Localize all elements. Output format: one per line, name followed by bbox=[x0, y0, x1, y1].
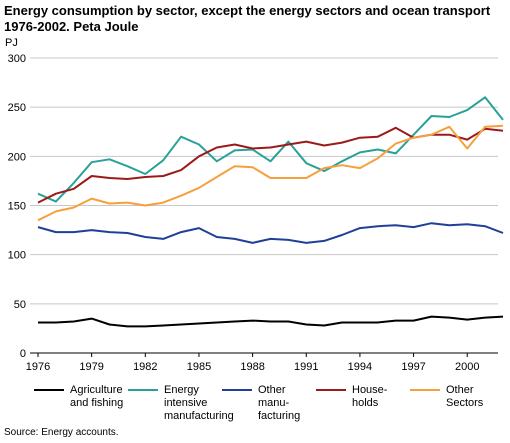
x-tick-label: 1979 bbox=[79, 361, 103, 373]
line-chart: 0 50 100 150 200 250 300 1976 1979 1982 1985 1988 19… bbox=[8, 53, 504, 373]
y-axis-unit-label: PJ bbox=[5, 37, 18, 49]
legend-label: Agriculture and fishing bbox=[70, 384, 124, 409]
legend-swatch bbox=[410, 389, 440, 391]
gridlines bbox=[30, 57, 498, 305]
x-tick-label: 1988 bbox=[240, 361, 264, 373]
y-tick-label: 50 bbox=[14, 299, 26, 311]
chart-title: Energy consumption by sector, except the… bbox=[4, 3, 508, 35]
series-line-energy_intensive bbox=[37, 96, 504, 203]
source-note: Source: Energy accounts. bbox=[4, 427, 119, 438]
legend-swatch bbox=[222, 389, 252, 391]
series-line-other_sectors bbox=[37, 124, 504, 222]
legend: Agriculture and fishing Energy intensive … bbox=[34, 384, 508, 422]
y-tick-label: 150 bbox=[8, 201, 26, 213]
legend-label: House- holds bbox=[352, 384, 388, 409]
y-tick-label: 0 bbox=[20, 348, 26, 360]
series-line-agriculture bbox=[38, 315, 504, 328]
chart-title-line-2: 1976-2002. Peta Joule bbox=[4, 19, 139, 34]
legend-swatch bbox=[128, 389, 158, 391]
series-line-other_manufacturing bbox=[37, 222, 504, 244]
series-lines bbox=[37, 96, 504, 328]
y-tick-label: 200 bbox=[8, 151, 26, 163]
y-tick-label: 100 bbox=[8, 250, 26, 262]
legend-swatch bbox=[316, 389, 346, 391]
series-line-households bbox=[37, 126, 504, 204]
x-tick-label: 2000 bbox=[455, 361, 479, 373]
x-tick-label: 1994 bbox=[348, 361, 372, 373]
axes: 0 50 100 150 200 250 300 1976 1979 1982 1985 1988 19… bbox=[8, 53, 498, 373]
y-tick-label: 300 bbox=[8, 53, 26, 65]
legend-swatch bbox=[34, 389, 64, 391]
y-tick-label: 250 bbox=[8, 102, 26, 114]
x-tick-label: 1997 bbox=[401, 361, 425, 373]
x-tick-label: 1982 bbox=[133, 361, 157, 373]
x-tick-label: 1985 bbox=[187, 361, 211, 373]
chart-title-line-1: Energy consumption by sector, except the… bbox=[4, 3, 491, 18]
legend-label: Other Sectors bbox=[446, 384, 484, 409]
x-tick-label: 1976 bbox=[26, 361, 50, 373]
legend-label: Energy intensive manufacturing bbox=[164, 384, 234, 422]
x-tick-label: 1991 bbox=[294, 361, 318, 373]
legend-label: Other manu- facturing bbox=[258, 384, 301, 422]
